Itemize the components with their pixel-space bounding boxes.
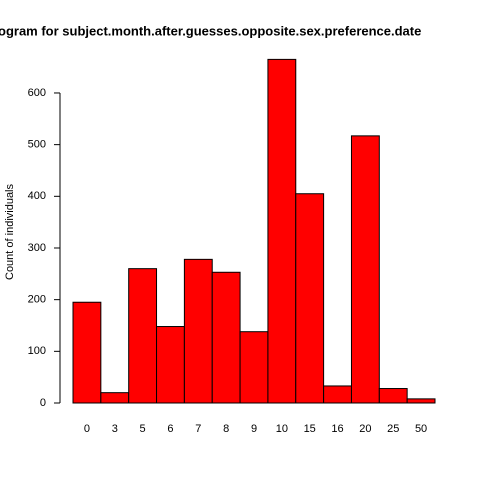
bar [267,58,297,404]
y-tick-label: 200 [28,294,46,306]
bar [100,392,130,404]
x-tick-label: 10 [276,423,288,435]
y-tick-label: 300 [28,242,46,254]
x-tick-label: 50 [415,423,427,435]
y-tick-label: 100 [28,345,46,357]
x-tick-label: 7 [195,423,201,435]
bar [378,388,408,404]
x-tick-label: 5 [140,423,146,435]
y-tick-label: 400 [28,190,46,202]
bar [72,301,102,404]
chart-title: ogram for subject.month.after.guesses.op… [0,23,421,38]
x-tick-label: 8 [223,423,229,435]
y-tick-label: 600 [28,87,46,99]
x-tick-label: 16 [331,423,343,435]
x-tick-label: 3 [112,423,118,435]
x-tick-label: 0 [84,423,90,435]
bar [156,326,185,404]
y-axis-label: Count of individuals [4,184,16,281]
x-tick-label: 20 [359,423,371,435]
bar [211,271,241,404]
y-tick-label: 500 [28,139,46,151]
bar [295,193,325,404]
bar [239,331,269,404]
x-tick-label: 15 [304,423,316,435]
bar [128,268,158,404]
x-tick-label: 6 [167,423,173,435]
bar [350,135,380,404]
y-tick-label: 0 [40,397,46,409]
bar [406,398,436,404]
bar [183,258,213,404]
bar [323,385,352,404]
x-tick-label: 9 [251,423,257,435]
x-tick-label: 25 [387,423,399,435]
